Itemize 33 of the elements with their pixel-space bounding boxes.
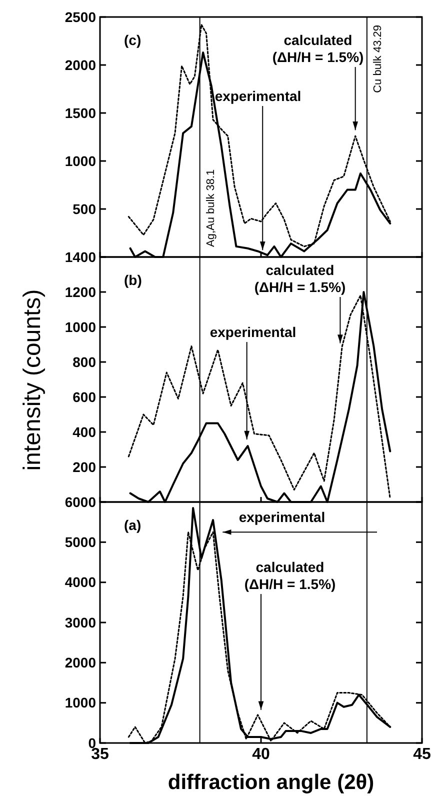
annotation: calculated (ΔH/H = 1.5%): [272, 32, 364, 65]
x-tick-label: 40: [252, 746, 270, 763]
annotation: experimental: [238, 509, 326, 525]
y-tick-label: 400: [72, 424, 96, 440]
annotation: (c): [124, 32, 142, 48]
y-tick-label: 4000: [64, 574, 96, 590]
y-tick-label: 800: [72, 354, 96, 370]
ref-line-label: Cu bulk 43.29: [372, 25, 384, 93]
y-tick-label: 2000: [64, 56, 96, 73]
y-tick-label: 2500: [64, 8, 96, 25]
annotation: calculated (ΔH/H = 1.5%): [254, 262, 346, 295]
y-tick-label: 2000: [64, 654, 96, 671]
annotation: (a): [124, 517, 142, 533]
y-tick-label: 6000: [64, 494, 96, 510]
y-tick-label: 3000: [64, 614, 96, 630]
y-tick-label: 1200: [64, 284, 96, 300]
y-tick-label: 1000: [64, 152, 96, 169]
y-tick-label: 200: [72, 458, 96, 475]
annotation: calculated (ΔH/H = 1.5%): [244, 559, 336, 592]
y-axis-title: intensity (counts): [19, 289, 46, 471]
y-tick-label: 1500: [64, 104, 96, 121]
y-tick-label: 1400: [64, 248, 96, 265]
y-tick-label: 5000: [64, 534, 96, 550]
annotation: experimental: [214, 88, 302, 104]
y-tick-label: 600: [72, 388, 96, 405]
ref-line-label: Ag,Au bulk 38.1: [204, 169, 217, 247]
y-tick-label: 1000: [64, 694, 96, 711]
x-tick-label: 45: [413, 746, 431, 763]
annotation: (b): [124, 272, 142, 288]
y-tick-label: 1000: [64, 318, 96, 335]
y-tick-label: 500: [72, 200, 96, 217]
x-axis-title: diffraction angle (2θ): [168, 771, 374, 794]
annotation: experimental: [210, 324, 296, 340]
